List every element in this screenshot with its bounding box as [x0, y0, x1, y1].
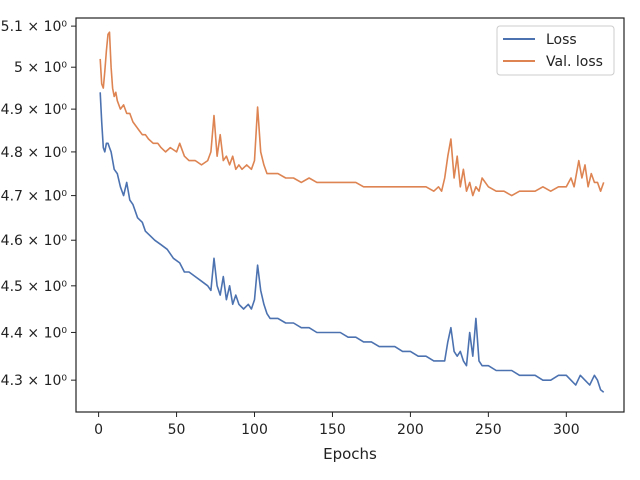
plot-area: [75, 17, 625, 413]
y-tick-label-4.8: 4.8 × 10⁰: [1, 145, 68, 161]
y-tick-label-5: 5 × 10⁰: [14, 60, 67, 76]
x-tick-label-250: 250: [475, 422, 502, 438]
legend-label-loss: Loss: [546, 32, 577, 48]
y-axis-ticks: 4.3 × 10⁰ 4.4 × 10⁰ 4.5 × 10⁰ 4.6 × 10⁰ 4.7 …: [1, 19, 76, 389]
y-tick-label-4.7: 4.7 × 10⁰: [1, 189, 68, 205]
x-axis-ticks: 0 50 100 150 200 250 300: [94, 412, 580, 438]
x-tick-label-100: 100: [241, 422, 268, 438]
legend: Loss Val. loss: [496, 25, 615, 76]
x-tick-label-50: 50: [168, 422, 186, 438]
y-tick-label-4.6: 4.6 × 10⁰: [1, 233, 68, 249]
x-tick-label-0: 0: [94, 422, 103, 438]
y-tick-label-5.1: 5.1 × 10⁰: [1, 19, 68, 35]
y-tick-label-4.3: 4.3 × 10⁰: [1, 373, 68, 389]
series-line-loss: [99, 92, 605, 393]
y-tick-label-4.4: 4.4 × 10⁰: [1, 325, 68, 341]
y-tick-label-4.9: 4.9 × 10⁰: [1, 102, 68, 118]
series-layer: [99, 31, 605, 393]
y-tick-label-4.5: 4.5 × 10⁰: [1, 279, 68, 295]
x-axis-label: Epochs: [323, 445, 377, 463]
legend-label-val-loss: Val. loss: [546, 54, 603, 70]
plot-frame: [75, 17, 625, 413]
x-tick-label-150: 150: [319, 422, 346, 438]
x-tick-label-200: 200: [397, 422, 424, 438]
series-line-val-loss: [99, 31, 605, 197]
x-tick-label-300: 300: [553, 422, 580, 438]
